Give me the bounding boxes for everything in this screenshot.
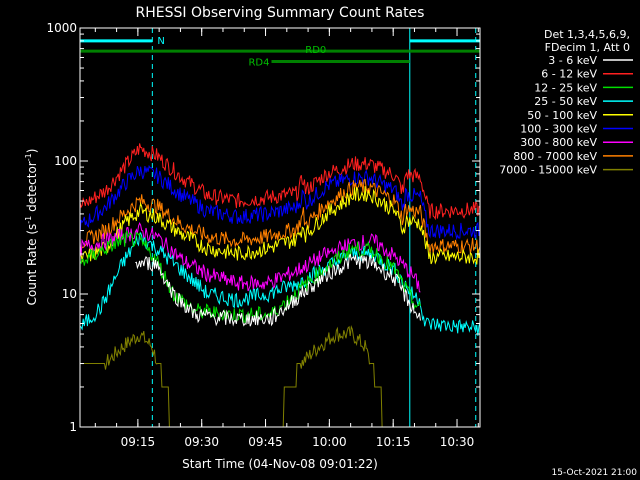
- legend: Det 1,3,4,5,6,9,FDecim 1, Att 03 - 6 keV…: [499, 28, 633, 177]
- y-axis-label: Count Rate (s-1 detector-1): [24, 149, 39, 306]
- plot-frame: [79, 27, 481, 428]
- y-tick-label-3: 1000: [46, 21, 77, 35]
- legend-header-0: Det 1,3,4,5,6,9,: [544, 28, 630, 41]
- series-line-8: [80, 325, 480, 428]
- legend-label-6: 300 - 800 keV: [520, 136, 597, 149]
- plot-area: N RD0 RD4: [79, 28, 481, 428]
- timestamp-stamp: 15-Oct-2021 21:00: [552, 468, 638, 478]
- legend-label-5: 100 - 300 keV: [520, 123, 597, 136]
- y-tick-label-0: 1: [69, 420, 77, 434]
- x-tick-label-0: 09:15: [121, 435, 156, 449]
- y-tick-label-2: 100: [54, 154, 77, 168]
- series-line-4: [79, 186, 481, 265]
- legend-label-3: 25 - 50 keV: [534, 95, 597, 108]
- legend-header-1: FDecim 1, Att 0: [545, 41, 630, 54]
- chart-title: RHESSI Observing Summary Count Rates: [136, 5, 425, 21]
- x-tick-label-4: 10:15: [376, 435, 411, 449]
- annotation-rd4: RD4: [248, 57, 269, 68]
- series-line-2: [79, 229, 421, 324]
- legend-label-1: 6 - 12 keV: [541, 68, 597, 81]
- series-line-6: [79, 222, 421, 293]
- x-tick-label-5: 10:30: [440, 435, 475, 449]
- x-tick-label-1: 09:30: [184, 435, 219, 449]
- series-line-1: [79, 143, 481, 221]
- legend-label-2: 12 - 25 keV: [534, 81, 597, 94]
- legend-label-8: 7000 - 15000 keV: [499, 164, 597, 177]
- legend-label-7: 800 - 7000 keV: [513, 150, 597, 163]
- series-line-7: [79, 178, 481, 255]
- x-tick-label-2: 09:45: [248, 435, 283, 449]
- series-line-5: [79, 164, 481, 241]
- legend-label-4: 50 - 100 keV: [527, 109, 597, 122]
- x-axis-label: Start Time (04-Nov-08 09:01:22): [182, 457, 378, 471]
- y-axis: 1 10 100 1000: [46, 21, 480, 434]
- x-tick-label-3: 10:00: [312, 435, 347, 449]
- series-line-0: [135, 253, 421, 327]
- annotation-rd0: RD0: [305, 45, 326, 56]
- y-tick-label-1: 10: [62, 287, 77, 301]
- x-axis: 09:15 09:30 09:45 10:00 10:15 10:30: [94, 28, 479, 449]
- annotation-n: N: [157, 36, 164, 47]
- legend-label-0: 3 - 6 keV: [548, 54, 597, 67]
